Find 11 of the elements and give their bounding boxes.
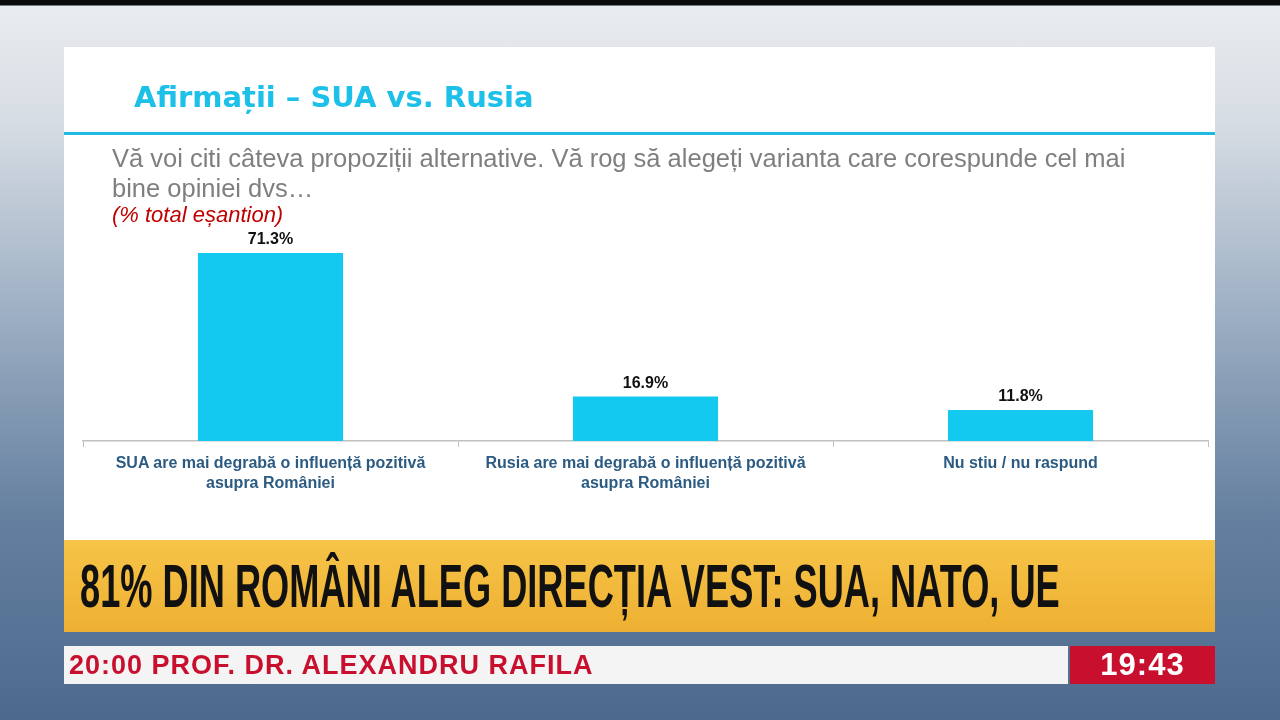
chart-subtitle: Vă voi citi câteva propoziții alternative. Vă rog să alegeți varianta care corespunde cel mai bine opiniei dvs… bbox=[112, 143, 1126, 203]
y-axis-title: (% total eșantion) bbox=[112, 202, 284, 227]
x-tick-label: SUA are mai degrabă o influență pozitivă asupra României bbox=[115, 454, 426, 492]
text: 81% DIN ROMÂNI ALEG DIRECȚIA VEST: SUA, NATO, UE bbox=[80, 550, 1060, 623]
data-label: 71.3% bbox=[247, 230, 294, 248]
data-label: 11.8% bbox=[998, 387, 1043, 405]
data-label: 16.9% bbox=[622, 373, 669, 391]
chart-title: Afirmații – SUA vs. Rusia bbox=[134, 79, 534, 116]
text: 20:00 PROF. DR. ALEXANDRU RAFILA bbox=[69, 649, 594, 682]
x-tick-label: Rusia are mai degrabă o influență pozitivă asupra României bbox=[485, 454, 806, 492]
x-tick-label: Nu stiu / nu raspund bbox=[943, 454, 1098, 472]
